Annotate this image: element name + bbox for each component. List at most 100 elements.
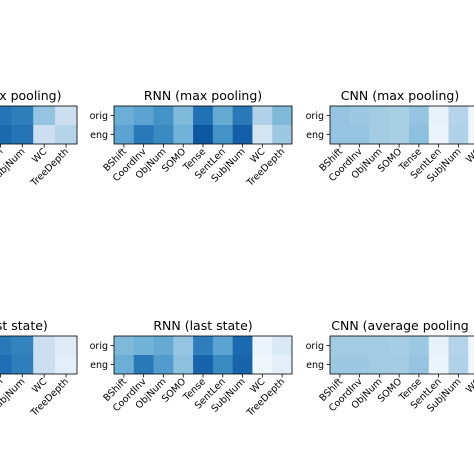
- heatmap-cell: [468, 355, 474, 374]
- heatmap-cell: [330, 125, 351, 144]
- heatmap-cell: [114, 355, 135, 374]
- heatmap-frame: [0, 335, 78, 375]
- heatmap-cell: [11, 125, 34, 144]
- heatmap-cell: [389, 355, 410, 374]
- heatmap-cell: [330, 336, 351, 355]
- panel-title: ast state): [0, 318, 48, 333]
- heatmap-cell: [114, 106, 135, 125]
- heatmap-cell: [448, 106, 469, 125]
- heatmap-frame: [329, 105, 474, 145]
- heatmap-cell: [389, 125, 410, 144]
- heatmap-cell: [349, 106, 370, 125]
- heatmap-cell: [173, 336, 194, 355]
- column-label: SubjNum: [0, 376, 27, 414]
- heatmap-cell: [409, 106, 430, 125]
- heatmap-cell: [55, 125, 78, 144]
- heatmap-cell: [11, 355, 34, 374]
- heatmap-panel-6: CNN (average poolingorigengBShiftCoordIn…: [306, 318, 474, 415]
- heatmap-cell: [409, 125, 430, 144]
- heatmap-cell: [173, 125, 194, 144]
- heatmap-cell: [33, 336, 56, 355]
- row-label: eng: [306, 360, 324, 371]
- heatmap-cell: [0, 125, 12, 144]
- heatmap-cell: [428, 125, 449, 144]
- row-label: eng: [90, 360, 108, 371]
- heatmap-cell: [252, 125, 273, 144]
- heatmap-cell: [389, 106, 410, 125]
- heatmap-cell: [0, 355, 12, 374]
- heatmap-cell: [369, 355, 390, 374]
- heatmap-panel-3: CNN (max pooling)origengBShiftCoordInvOb…: [306, 88, 474, 185]
- heatmap-cell: [468, 106, 474, 125]
- heatmap-cell: [232, 355, 253, 374]
- heatmap-cell: [173, 106, 194, 125]
- heatmap-cell: [153, 355, 174, 374]
- row-label: orig: [306, 341, 324, 352]
- heatmap-cell: [114, 336, 135, 355]
- heatmap-cell: [468, 336, 474, 355]
- heatmap-cell: [33, 125, 56, 144]
- heatmap-cell: [428, 355, 449, 374]
- heatmap-cell: [11, 336, 34, 355]
- heatmap-cell: [232, 125, 253, 144]
- heatmap-cell: [212, 355, 234, 374]
- heatmap-cell: [153, 125, 174, 144]
- row-label: orig: [90, 341, 108, 352]
- heatmap-cell: [428, 106, 449, 125]
- heatmap-cell: [33, 106, 56, 125]
- panel-title: (max pooling): [0, 88, 62, 103]
- heatmap-cell: [349, 336, 370, 355]
- heatmap-panel-5: RNN (last state)origengBShiftCoordInvObj…: [90, 318, 293, 419]
- row-label: eng: [90, 130, 108, 141]
- heatmap-cell: [232, 106, 253, 125]
- heatmap-cell: [55, 336, 78, 355]
- heatmap-cell: [133, 336, 154, 355]
- heatmap-cell: [448, 336, 469, 355]
- panel-title: CNN (max pooling): [341, 88, 459, 103]
- heatmap-panel-2: RNN (max pooling)origengBShiftCoordInvOb…: [90, 88, 293, 189]
- column-label: WC: [464, 376, 474, 395]
- heatmap-cell: [349, 125, 370, 144]
- column-label: SubjNum: [0, 146, 27, 184]
- heatmap-cell: [389, 336, 410, 355]
- heatmap-cell: [193, 106, 214, 125]
- heatmap-cell: [212, 125, 234, 144]
- heatmap-cell: [330, 355, 351, 374]
- heatmap-cell: [468, 125, 474, 144]
- column-label: WC: [464, 146, 474, 165]
- heatmap-cell: [11, 106, 34, 125]
- heatmap-cell: [448, 125, 469, 144]
- heatmap-cell: [428, 336, 449, 355]
- heatmap-cell: [153, 336, 174, 355]
- heatmap-cell: [133, 355, 154, 374]
- heatmap-cell: [409, 355, 430, 374]
- heatmap-cell: [114, 125, 135, 144]
- heatmap-cell: [369, 125, 390, 144]
- heatmap-cell: [252, 106, 273, 125]
- heatmap-cell: [252, 355, 273, 374]
- heatmap-cell: [153, 106, 174, 125]
- heatmap-cell: [55, 355, 78, 374]
- heatmap-cell: [133, 125, 154, 144]
- heatmap-frame: [329, 335, 474, 375]
- heatmap-cell: [193, 355, 214, 374]
- heatmap-cell: [232, 336, 253, 355]
- heatmap-cell: [369, 336, 390, 355]
- heatmap-cell: [349, 355, 370, 374]
- panel-title: RNN (max pooling): [144, 88, 262, 103]
- heatmap-cell: [0, 106, 12, 125]
- heatmap-cell: [369, 106, 390, 125]
- row-label: eng: [306, 130, 324, 141]
- heatmap-cell: [133, 106, 154, 125]
- heatmap-frame: [0, 105, 78, 145]
- row-label: orig: [306, 111, 324, 122]
- heatmap-cell: [0, 336, 12, 355]
- heatmap-cell: [55, 106, 78, 125]
- heatmap-cell: [409, 336, 430, 355]
- heatmap-cell: [330, 106, 351, 125]
- heatmap-cell: [173, 355, 194, 374]
- panel-title: CNN (average pooling: [331, 318, 468, 333]
